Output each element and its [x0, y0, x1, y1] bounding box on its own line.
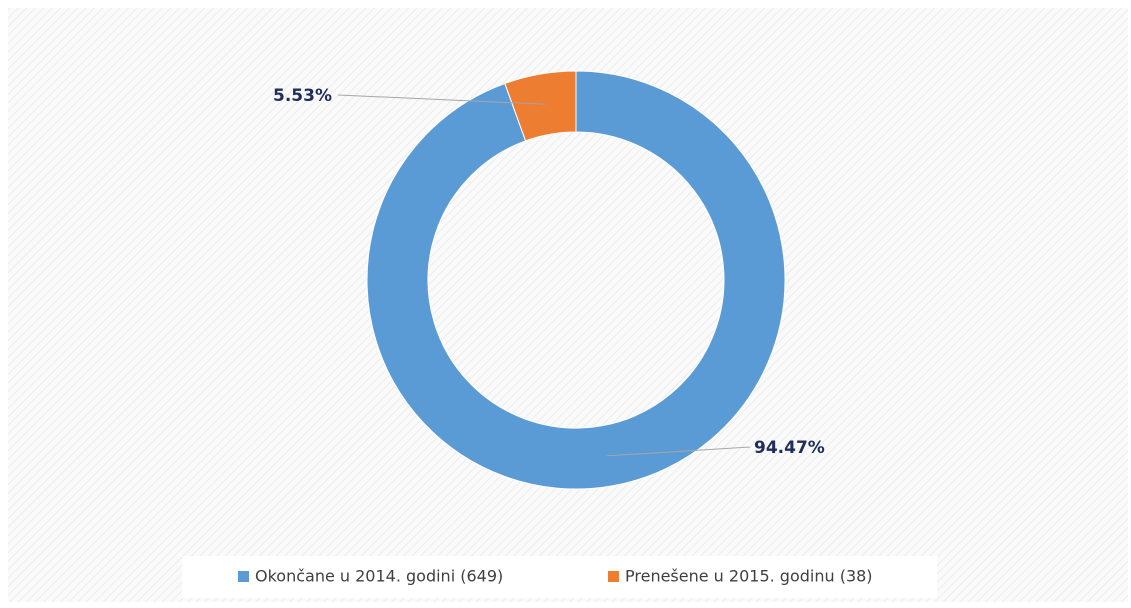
- legend-swatch: [608, 571, 619, 582]
- data-label: 94.47%: [754, 438, 825, 458]
- legend-swatch: [238, 571, 249, 582]
- legend-label: Okončane u 2014. godini (649): [255, 567, 503, 586]
- donut-slice: [366, 70, 786, 490]
- legend-label: Prenešene u 2015. godinu (38): [625, 567, 873, 586]
- leader-line: [337, 94, 546, 105]
- leader-line: [606, 446, 751, 457]
- data-label: 5.53%: [273, 86, 332, 106]
- donut-slice: [504, 70, 577, 142]
- legend-box: [182, 556, 937, 598]
